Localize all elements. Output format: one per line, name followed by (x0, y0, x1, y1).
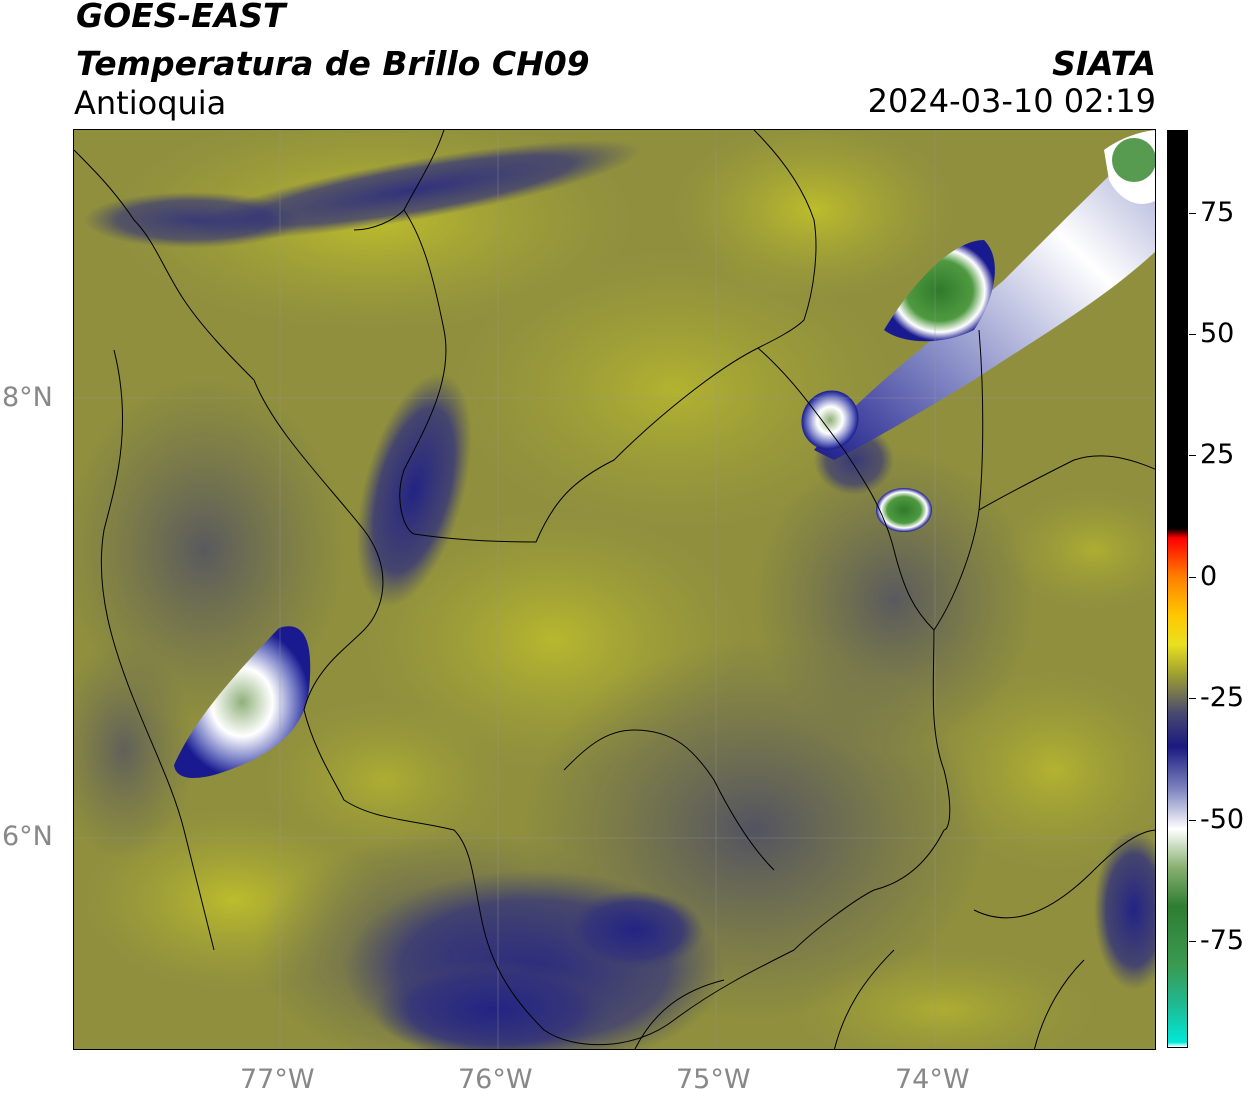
datetime-label: 2024-03-10 02:19 (867, 82, 1156, 120)
colorbar-tick-label: -50 (1200, 803, 1245, 835)
colorbar-tick-label: -25 (1200, 682, 1245, 714)
colorbar-tick (1189, 576, 1196, 578)
product-title: Temperatura de Brillo CH09 (76, 44, 590, 83)
colorbar (1167, 130, 1188, 1048)
colorbar-tick-label: -75 (1200, 925, 1245, 957)
colorbar-tick-label: 75 (1200, 196, 1235, 228)
colorbar-tick (1189, 455, 1196, 457)
lon-tick-77w: 77°W (240, 1064, 315, 1095)
boundaries (74, 130, 1155, 1049)
colorbar-tick (1189, 212, 1196, 214)
lat-tick-6n: 6°N (2, 821, 53, 852)
colorbar-tick (1189, 334, 1196, 335)
colorbar-tick-label: 25 (1200, 439, 1235, 471)
lon-tick-76w: 76°W (458, 1064, 533, 1095)
region-label: Antioquia (74, 84, 227, 122)
map-layer (74, 130, 1155, 1049)
colorbar-tick-label: 50 (1200, 318, 1235, 349)
colorbar-tick (1189, 819, 1196, 821)
lat-tick-8n: 8°N (2, 382, 53, 413)
colorbar-tick (1189, 941, 1196, 943)
lon-tick-75w: 75°W (676, 1064, 751, 1095)
colorbar-tick-label: 0 (1200, 560, 1218, 592)
brightness-temperature-map (73, 129, 1156, 1050)
institution-label: SIATA (1052, 44, 1156, 83)
satellite-title: GOES-EAST (76, 0, 286, 35)
colorbar-tick (1189, 698, 1196, 700)
lon-tick-74w: 74°W (895, 1064, 970, 1095)
